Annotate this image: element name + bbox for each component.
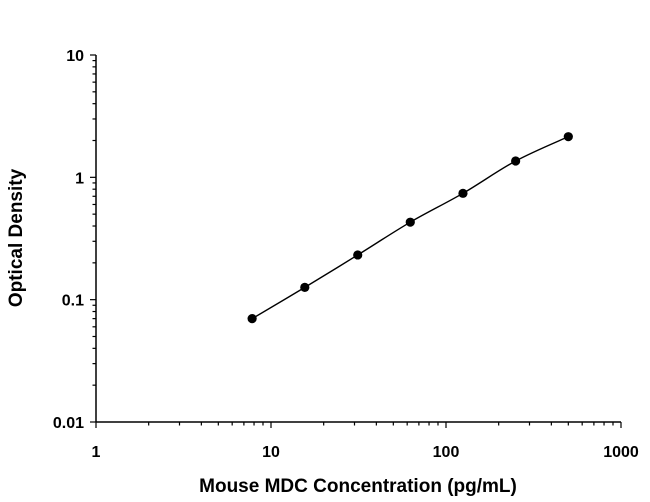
fit-curve [251, 136, 569, 320]
data-point [563, 132, 573, 142]
data-point [458, 188, 468, 198]
x-tick-label: 10 [262, 444, 280, 461]
data-point [353, 250, 363, 260]
y-tick-label: 0.1 [62, 293, 84, 310]
y-axis-title: Optical Density [6, 168, 27, 307]
data-point [511, 156, 521, 166]
axes [90, 54, 622, 428]
x-tick-label: 1000 [603, 444, 639, 461]
y-axis-ticks [90, 54, 96, 423]
x-tick-label: 100 [433, 444, 460, 461]
data-point [405, 217, 415, 227]
x-axis-ticks [95, 422, 622, 428]
data-point [247, 314, 257, 324]
y-tick-label: 0.01 [53, 415, 84, 432]
x-tick-labels: 1 10 100 1000 [92, 444, 639, 461]
y-tick-labels: 0.01 0.1 1 10 [53, 48, 84, 432]
y-tick-label: 1 [75, 170, 84, 187]
y-tick-label: 10 [66, 48, 84, 65]
data-points [247, 132, 573, 324]
x-axis-title: Mouse MDC Concentration (pg/mL) [199, 476, 517, 497]
x-tick-label: 1 [92, 444, 101, 461]
data-point [300, 282, 310, 292]
